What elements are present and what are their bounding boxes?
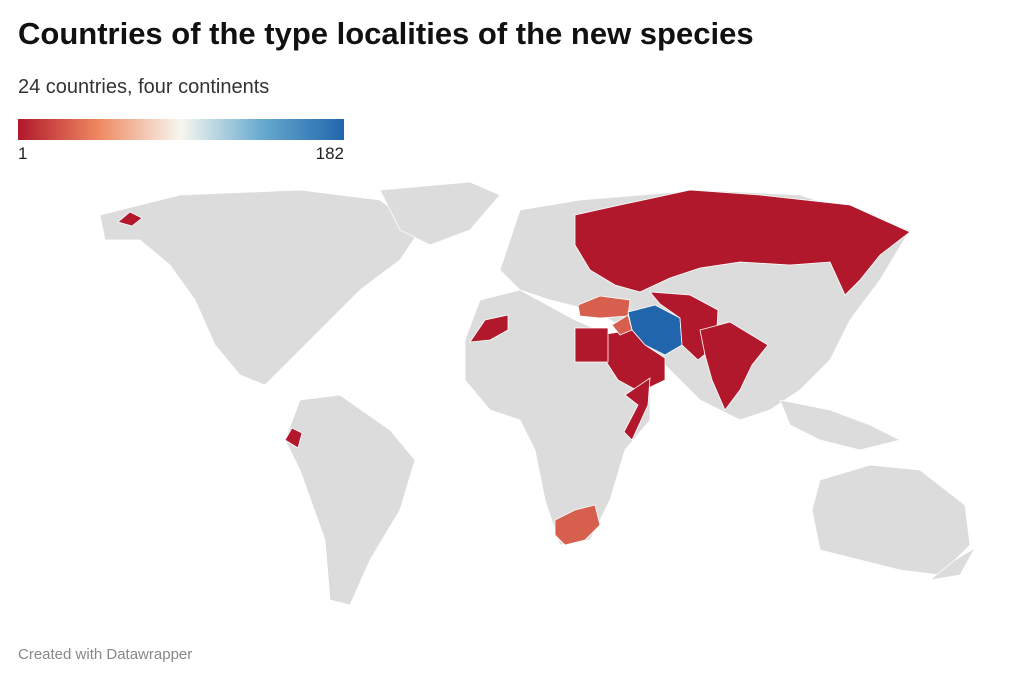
subtitle: 24 countries, four continents (18, 76, 270, 98)
title: Countries of the type localities of the … (18, 16, 754, 51)
legend-min: 1 (18, 144, 28, 163)
credit: Created with Datawrapper (18, 646, 193, 663)
legend-gradient (18, 119, 344, 140)
world-map (99, 181, 977, 606)
legend-max: 182 (315, 144, 344, 163)
highlighted-countries (117, 189, 911, 546)
